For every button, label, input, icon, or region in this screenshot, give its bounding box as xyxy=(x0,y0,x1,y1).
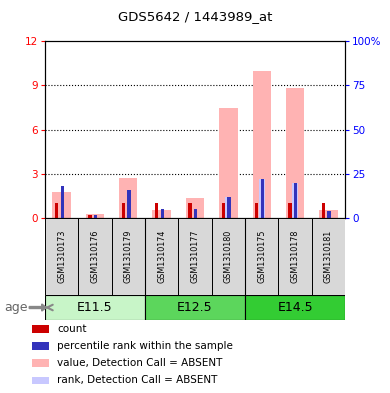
Bar xyxy=(219,108,238,218)
Bar xyxy=(60,186,64,218)
Bar xyxy=(145,295,245,320)
Bar xyxy=(322,204,325,218)
Bar xyxy=(319,210,338,218)
Bar xyxy=(328,211,331,218)
Bar xyxy=(286,88,304,218)
Text: GSM1310181: GSM1310181 xyxy=(324,230,333,283)
Bar xyxy=(212,218,245,295)
Bar xyxy=(161,209,164,218)
Bar xyxy=(112,218,145,295)
Bar xyxy=(259,179,265,218)
Bar xyxy=(294,183,298,218)
Bar xyxy=(255,204,259,218)
Bar xyxy=(253,71,271,218)
Text: GSM1310179: GSM1310179 xyxy=(124,230,133,283)
Bar xyxy=(245,295,345,320)
Text: GSM1310174: GSM1310174 xyxy=(157,230,166,283)
Bar xyxy=(194,209,197,218)
Bar xyxy=(227,197,231,218)
Bar xyxy=(32,342,49,350)
Bar xyxy=(86,215,104,218)
Text: E14.5: E14.5 xyxy=(277,301,313,314)
Text: GDS5642 / 1443989_at: GDS5642 / 1443989_at xyxy=(118,10,272,23)
Bar xyxy=(32,360,49,367)
Bar xyxy=(292,183,298,218)
Bar xyxy=(245,218,278,295)
Bar xyxy=(186,198,204,218)
Text: value, Detection Call = ABSENT: value, Detection Call = ABSENT xyxy=(57,358,223,368)
Bar xyxy=(222,204,225,218)
Bar xyxy=(289,204,292,218)
Text: GSM1310176: GSM1310176 xyxy=(90,230,99,283)
Bar xyxy=(178,218,212,295)
Bar xyxy=(122,204,125,218)
Text: GSM1310178: GSM1310178 xyxy=(291,230,300,283)
Text: GSM1310177: GSM1310177 xyxy=(190,230,200,283)
Text: rank, Detection Call = ABSENT: rank, Detection Call = ABSENT xyxy=(57,375,218,386)
Bar xyxy=(119,178,137,218)
Text: E11.5: E11.5 xyxy=(77,301,113,314)
Bar xyxy=(155,204,158,218)
Text: GSM1310180: GSM1310180 xyxy=(224,230,233,283)
Bar xyxy=(152,210,171,218)
Text: GSM1310173: GSM1310173 xyxy=(57,230,66,283)
Bar xyxy=(45,218,78,295)
Text: count: count xyxy=(57,324,87,334)
Bar xyxy=(94,215,97,218)
Bar xyxy=(261,179,264,218)
Bar xyxy=(32,376,49,384)
Bar xyxy=(188,204,191,218)
Bar xyxy=(55,204,58,218)
Bar xyxy=(225,197,231,218)
Bar xyxy=(145,218,178,295)
Text: percentile rank within the sample: percentile rank within the sample xyxy=(57,341,233,351)
Bar xyxy=(45,295,145,320)
Text: age: age xyxy=(4,301,27,314)
Bar xyxy=(78,218,112,295)
Text: GSM1310175: GSM1310175 xyxy=(257,230,266,283)
Bar xyxy=(52,191,71,218)
Bar xyxy=(32,325,49,332)
Bar xyxy=(278,218,312,295)
Bar xyxy=(312,218,345,295)
Bar xyxy=(127,190,131,218)
Bar xyxy=(88,215,92,218)
Text: E12.5: E12.5 xyxy=(177,301,213,314)
